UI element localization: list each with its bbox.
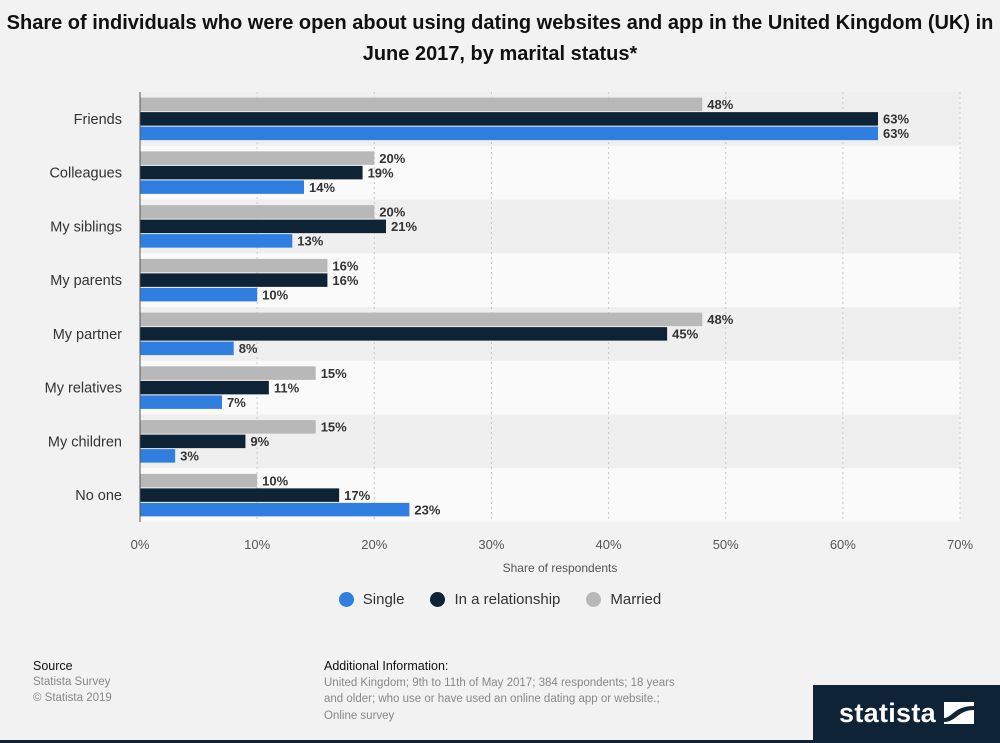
x-tick-label: 10% <box>244 537 270 552</box>
bar-in-a-relationship <box>140 380 269 395</box>
bar-married <box>140 312 703 327</box>
legend-label-relationship: In a relationship <box>454 591 561 608</box>
value-label: 8% <box>239 341 258 356</box>
statista-flag-icon <box>943 702 974 724</box>
bar-single <box>140 180 304 194</box>
category-label: Friends <box>74 112 122 128</box>
bar-in-a-relationship <box>140 165 363 180</box>
x-tick-label: 30% <box>478 537 504 552</box>
bar-chart: 0% 10% 20% 30% 40% 50% 60% 70% Share of responde… <box>45 92 973 575</box>
source-block: Source Statista Survey © Statista 2019 <box>33 658 112 706</box>
bar-single <box>140 287 258 302</box>
value-label: 16% <box>332 273 358 288</box>
x-tick-label: 20% <box>361 537 387 552</box>
category-label: My relatives <box>45 381 122 397</box>
copyright-line: © Statista 2019 <box>33 692 112 704</box>
bar-in-a-relationship <box>140 434 246 449</box>
value-label: 48% <box>707 312 733 327</box>
bar-in-a-relationship <box>140 112 878 126</box>
value-label: 7% <box>227 395 246 410</box>
legend-item-single[interactable]: Single <box>338 591 405 608</box>
source-heading: Source <box>33 659 73 673</box>
value-label: 63% <box>883 126 909 141</box>
statista-logo[interactable]: statista <box>813 685 1000 741</box>
bar-in-a-relationship <box>140 488 340 502</box>
category-label: My partner <box>53 327 122 343</box>
bar-single <box>140 234 293 248</box>
bar-married <box>140 420 316 434</box>
bar-single <box>140 449 176 463</box>
legend-item-relationship[interactable]: In a relationship <box>430 591 560 608</box>
bar-married <box>140 366 316 380</box>
value-label: 10% <box>262 287 288 302</box>
additional-info-text: United Kingdom; 9th to 11th of May 2017;… <box>324 676 675 722</box>
bar-married <box>140 151 375 165</box>
value-label: 19% <box>368 165 394 180</box>
x-axis-title: Share of respondents <box>503 561 618 575</box>
value-label: 15% <box>321 366 347 381</box>
chart-legend: Single In a relationship Married <box>0 591 1000 608</box>
category-label: Colleagues <box>49 166 122 182</box>
x-tick-label: 0% <box>131 537 150 552</box>
x-tick-label: 50% <box>713 537 739 552</box>
additional-info-heading: Additional Information: <box>324 659 449 673</box>
value-label: 3% <box>180 449 199 464</box>
legend-label-single: Single <box>362 591 405 608</box>
category-label: My parents <box>50 273 122 289</box>
legend-label-married: Married <box>610 591 662 608</box>
bar-single <box>140 341 234 356</box>
statista-logo-text: statista <box>839 697 936 728</box>
value-label: 13% <box>297 234 323 249</box>
bar-single <box>140 502 410 517</box>
source-line[interactable]: Statista Survey <box>33 676 111 688</box>
value-label: 63% <box>883 112 909 127</box>
value-label: 14% <box>309 180 335 195</box>
bar-married <box>140 473 258 488</box>
legend-item-married[interactable]: Married <box>586 591 661 608</box>
value-label: 45% <box>672 327 698 342</box>
bar-single <box>140 395 222 409</box>
x-tick-label: 40% <box>596 537 622 552</box>
value-label: 20% <box>379 151 405 166</box>
chart-title: Share of individuals who were open about… <box>6 12 994 65</box>
bar-married <box>140 205 375 219</box>
value-label: 15% <box>321 420 347 435</box>
bar-in-a-relationship <box>140 219 386 234</box>
value-label: 23% <box>414 502 440 517</box>
bar-in-a-relationship <box>140 327 668 341</box>
value-label: 11% <box>274 380 300 395</box>
value-label: 9% <box>250 434 269 449</box>
value-label: 21% <box>391 219 417 234</box>
legend-dot-single <box>338 592 354 607</box>
additional-info-block: Additional Information: United Kingdom; … <box>324 658 684 724</box>
legend-dot-married <box>586 592 602 607</box>
category-label: No one <box>75 488 122 504</box>
value-label: 16% <box>332 258 358 273</box>
value-label: 48% <box>707 97 733 112</box>
x-tick-label: 60% <box>830 537 856 552</box>
x-tick-label: 70% <box>947 537 973 552</box>
category-label: My children <box>48 434 122 450</box>
value-label: 17% <box>344 488 370 503</box>
value-label: 20% <box>379 205 405 220</box>
bottom-rule <box>0 740 1000 743</box>
value-label: 10% <box>262 473 288 488</box>
bar-single <box>140 126 878 141</box>
bar-married <box>140 258 328 273</box>
bar-married <box>140 97 703 112</box>
legend-dot-relationship <box>430 592 446 607</box>
category-label: My siblings <box>50 219 122 235</box>
bar-in-a-relationship <box>140 273 328 287</box>
